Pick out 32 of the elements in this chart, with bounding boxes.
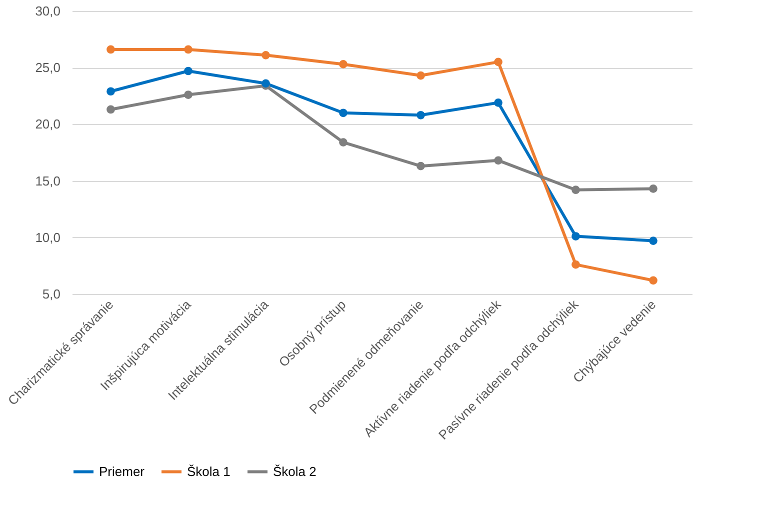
legend-label: Škola 1	[187, 464, 230, 479]
point	[106, 105, 115, 114]
point	[106, 45, 115, 54]
point	[262, 50, 270, 60]
point	[416, 71, 425, 80]
point	[262, 79, 270, 88]
point	[649, 184, 658, 193]
point	[572, 260, 580, 269]
y-tick-label: 30,0	[35, 4, 60, 18]
point	[494, 98, 502, 107]
y-tick-label: 5,0	[42, 286, 60, 302]
point	[416, 162, 425, 170]
point	[572, 232, 580, 240]
legend-label: Priemer	[99, 464, 146, 479]
point	[184, 45, 192, 54]
point	[649, 276, 658, 285]
point	[184, 90, 192, 99]
point	[416, 110, 425, 120]
point	[339, 108, 348, 118]
point	[339, 60, 348, 68]
point	[494, 58, 502, 66]
legend-label: Škola 2	[273, 464, 316, 479]
point	[494, 156, 502, 165]
point	[339, 138, 348, 146]
point	[572, 186, 580, 194]
point	[106, 87, 115, 96]
y-tick-label: 25,0	[35, 60, 60, 76]
point	[649, 236, 658, 245]
point	[184, 66, 192, 76]
y-tick-label: 20,0	[35, 116, 60, 132]
y-tick-label: 15,0	[35, 173, 60, 188]
y-tick-label: 10,0	[35, 230, 60, 245]
